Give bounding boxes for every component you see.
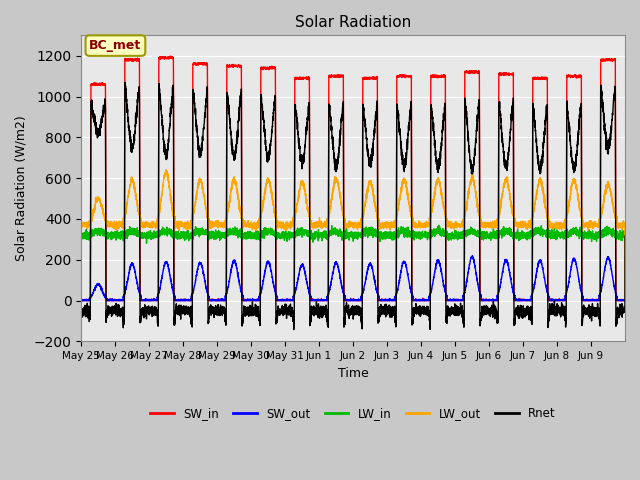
Rnet (290, 327, 298, 333)
Rnet (121, 80, 129, 85)
Line: SW_in: SW_in (81, 56, 625, 300)
SW_out (77, 298, 85, 303)
LW_in (77, 230, 85, 236)
LW_out (190, 205, 198, 211)
SW_out (502, 257, 510, 263)
LW_in (403, 232, 410, 238)
SW_out (529, 288, 537, 294)
Y-axis label: Solar Radiation (W/m2): Solar Radiation (W/m2) (15, 116, 28, 261)
Line: LW_out: LW_out (81, 170, 625, 299)
SW_in (529, 74, 537, 80)
SW_out (190, 285, 198, 291)
LW_in (529, 234, 537, 240)
Rnet (403, 153, 410, 159)
LW_in (502, 230, 510, 236)
SW_in (190, 61, 198, 67)
SW_in (374, 76, 381, 82)
SW_in (403, 73, 410, 79)
Text: BC_met: BC_met (90, 39, 141, 52)
SW_in (621, 297, 629, 303)
LW_in (543, 230, 551, 236)
SW_out (77, 297, 85, 303)
LW_out (621, 296, 629, 302)
SW_in (77, 298, 85, 303)
Title: Solar Radiation: Solar Radiation (295, 15, 412, 30)
LW_out (77, 219, 85, 225)
Rnet (374, 103, 381, 109)
SW_in (502, 70, 510, 76)
Rnet (543, 102, 551, 108)
Line: LW_in: LW_in (81, 225, 625, 243)
LW_in (143, 240, 150, 246)
SW_out (621, 297, 629, 303)
SW_in (543, 75, 551, 81)
LW_out (403, 180, 410, 186)
LW_out (373, 216, 381, 221)
Rnet (621, 233, 629, 239)
LW_in (435, 222, 443, 228)
Legend: SW_in, SW_out, LW_in, LW_out, Rnet: SW_in, SW_out, LW_in, LW_out, Rnet (145, 402, 561, 425)
Rnet (502, 163, 510, 169)
Line: SW_out: SW_out (81, 256, 625, 300)
LW_out (529, 210, 537, 216)
SW_in (166, 53, 174, 59)
LW_out (502, 179, 510, 185)
Line: Rnet: Rnet (81, 83, 625, 330)
LW_out (162, 167, 170, 173)
SW_out (403, 265, 410, 271)
SW_in (77, 297, 85, 303)
X-axis label: Time: Time (338, 367, 369, 380)
Rnet (190, 98, 198, 104)
LW_in (373, 228, 381, 234)
SW_out (543, 288, 551, 294)
Rnet (529, 108, 537, 114)
Rnet (77, 307, 85, 313)
LW_out (543, 208, 551, 214)
LW_in (190, 229, 198, 235)
LW_in (621, 231, 629, 237)
SW_out (373, 288, 381, 294)
SW_out (468, 253, 476, 259)
